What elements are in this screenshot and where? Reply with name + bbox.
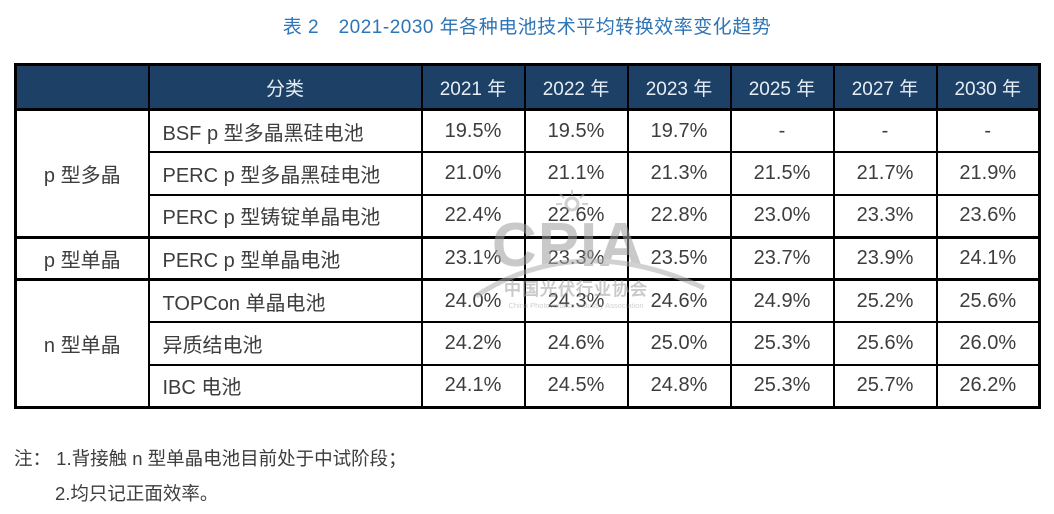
value-cell: 24.6% <box>626 278 732 323</box>
efficiency-table: 分类 2021 年 2022 年 2023 年 2025 年 2027 年 20… <box>14 63 1041 409</box>
value-cell: - <box>729 108 835 153</box>
value-cell: - <box>935 108 1041 153</box>
header-year-2021: 2021 年 <box>420 63 526 111</box>
value-cell: - <box>832 108 938 153</box>
table-row-bsf-p-multi: p 型多晶 BSF p 型多晶黑硅电池 19.5% 19.5% 19.7% - … <box>14 108 1041 238</box>
note-item-1: 1.背接触 n 型单晶电池目前处于中试阶段； <box>56 448 407 469</box>
value-cell: 21.1% <box>523 151 629 196</box>
value-cell: 22.4% <box>420 193 526 238</box>
tech-name-cell: TOPCon 单晶电池 <box>147 278 423 323</box>
value-cell: 24.5% <box>523 363 629 408</box>
table-row-topcon: n 型单晶 TOPCon 单晶电池 24.0% 24.3% 24.6% 24.9… <box>14 278 1041 408</box>
category-cell-p-multi: p 型多晶 <box>14 108 150 238</box>
value-cell: 26.0% <box>935 321 1041 366</box>
note-line-1: 注： 1.背接触 n 型单晶电池目前处于中试阶段； <box>14 441 407 476</box>
value-cell: 21.9% <box>935 151 1041 196</box>
header-class-cell: 分类 <box>147 63 423 111</box>
value-cell: 24.9% <box>729 278 835 323</box>
value-cell: 26.2% <box>935 363 1041 408</box>
note-line-2: 2.均只记正面效率。 <box>55 483 219 504</box>
header-year-2022: 2022 年 <box>523 63 629 111</box>
table-notes: 注： 1.背接触 n 型单晶电池目前处于中试阶段； 2.均只记正面效率。 <box>14 441 407 511</box>
value-cell: 25.3% <box>729 363 835 408</box>
value-cell: 25.7% <box>832 363 938 408</box>
value-cell: 23.5% <box>626 235 732 281</box>
table-row-ibc: IBC 电池 24.1% 24.5% 24.8% 25.3% 25.7% 26.… <box>16 363 1041 408</box>
value-cell: 24.1% <box>420 363 526 408</box>
value-cell: 23.3% <box>832 193 938 238</box>
value-cell: 25.6% <box>935 278 1041 323</box>
efficiency-table-wrap: 分类 2021 年 2022 年 2023 年 2025 年 2027 年 20… <box>14 63 1041 409</box>
tech-name-cell: IBC 电池 <box>147 363 423 408</box>
value-cell: 23.9% <box>832 235 938 281</box>
value-cell: 22.8% <box>626 193 732 238</box>
tech-name-cell: PERC p 型铸锭单晶电池 <box>147 193 423 238</box>
value-cell: 23.6% <box>935 193 1041 238</box>
value-cell: 24.2% <box>420 321 526 366</box>
value-cell: 25.6% <box>832 321 938 366</box>
table-row-perc-p-mono: p 型单晶 PERC p 型单晶电池 23.1% 23.3% 23.5% 23.… <box>14 235 1041 281</box>
value-cell: 24.6% <box>523 321 629 366</box>
tech-name-cell: 异质结电池 <box>147 321 423 366</box>
header-year-2023: 2023 年 <box>626 63 732 111</box>
header-corner-cell <box>14 63 150 111</box>
header-row: 分类 2021 年 2022 年 2023 年 2025 年 2027 年 20… <box>14 63 1041 111</box>
value-cell: 25.2% <box>832 278 938 323</box>
value-cell: 19.5% <box>523 108 629 153</box>
value-cell: 19.7% <box>626 108 732 153</box>
table-row-perc-p-multi: PERC p 型多晶黑硅电池 21.0% 21.1% 21.3% 21.5% 2… <box>16 151 1041 196</box>
value-cell: 24.0% <box>420 278 526 323</box>
tech-name-cell: BSF p 型多晶黑硅电池 <box>147 108 423 153</box>
category-cell-p-mono: p 型单晶 <box>14 235 150 281</box>
value-cell: 22.6% <box>523 193 629 238</box>
value-cell: 21.5% <box>729 151 835 196</box>
value-cell: 19.5% <box>420 108 526 153</box>
value-cell: 21.3% <box>626 151 732 196</box>
value-cell: 23.7% <box>729 235 835 281</box>
tech-name-cell: PERC p 型单晶电池 <box>147 235 423 281</box>
table-row-hjt: 异质结电池 24.2% 24.6% 25.0% 25.3% 25.6% 26.0… <box>16 321 1041 366</box>
note-prefix: 注： <box>14 448 52 469</box>
value-cell: 23.3% <box>523 235 629 281</box>
value-cell: 24.3% <box>523 278 629 323</box>
value-cell: 21.0% <box>420 151 526 196</box>
value-cell: 25.0% <box>626 321 732 366</box>
table-title: 表 2 2021-2030 年各种电池技术平均转换效率变化趋势 <box>282 17 772 38</box>
header-year-2030: 2030 年 <box>935 63 1041 111</box>
category-cell-n-mono: n 型单晶 <box>14 278 150 408</box>
header-year-2025: 2025 年 <box>729 63 835 111</box>
table-row-perc-cast-mono: PERC p 型铸锭单晶电池 22.4% 22.6% 22.8% 23.0% 2… <box>16 193 1041 238</box>
value-cell: 21.7% <box>832 151 938 196</box>
value-cell: 25.3% <box>729 321 835 366</box>
value-cell: 24.1% <box>935 235 1041 281</box>
tech-name-cell: PERC p 型多晶黑硅电池 <box>147 151 423 196</box>
header-year-2027: 2027 年 <box>832 63 938 111</box>
value-cell: 24.8% <box>626 363 732 408</box>
value-cell: 23.1% <box>420 235 526 281</box>
value-cell: 23.0% <box>729 193 835 238</box>
